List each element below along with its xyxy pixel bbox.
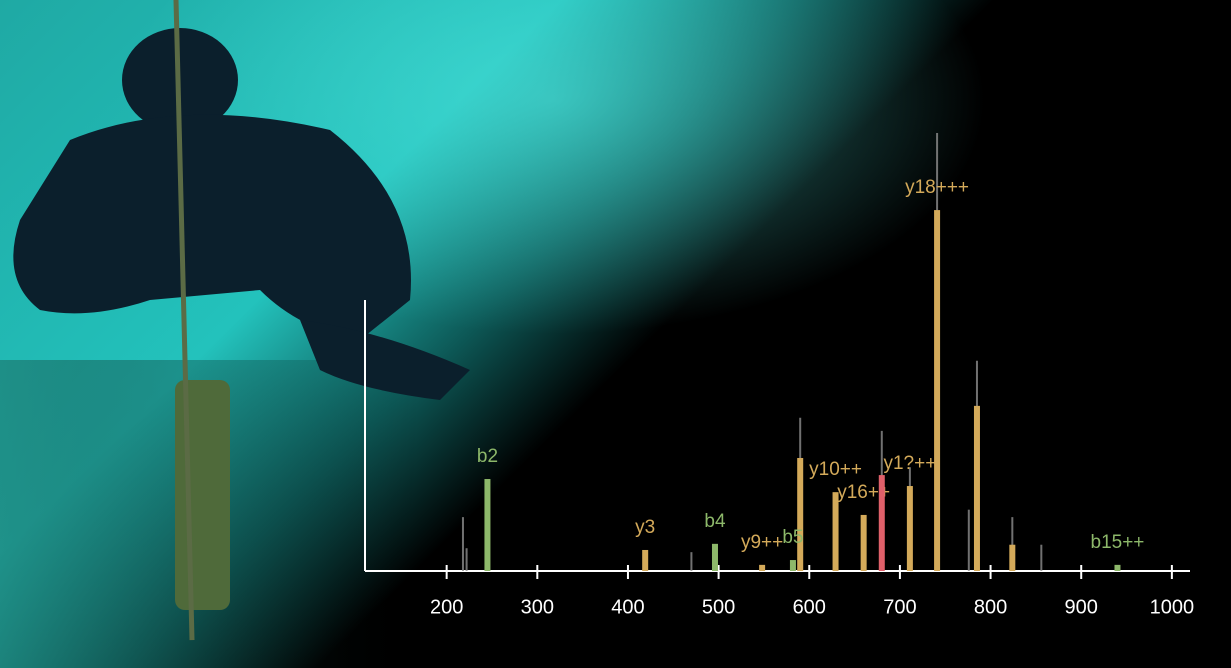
peak-label: b15++ xyxy=(1091,532,1145,553)
rope xyxy=(173,0,195,641)
peak-label: y9++ xyxy=(741,532,783,553)
x-tick-label: 200 xyxy=(430,596,463,618)
peak-bar xyxy=(878,475,885,571)
peak-label: b5 xyxy=(782,527,803,548)
peak-bar xyxy=(973,405,980,571)
x-tick-label: 900 xyxy=(1065,596,1098,618)
peak-bar xyxy=(759,564,766,571)
x-tick-label: 800 xyxy=(974,596,1007,618)
x-tick-label: 500 xyxy=(702,596,735,618)
x-tick-label: 600 xyxy=(793,596,826,618)
peak-label: y18+++ xyxy=(905,177,969,198)
peak-label: b4 xyxy=(704,511,726,532)
peak-label: b2 xyxy=(477,446,498,467)
peak-bar xyxy=(789,560,796,571)
peak-bar xyxy=(484,479,491,571)
peak-bar xyxy=(1009,544,1016,571)
peak-bar xyxy=(934,210,941,571)
peak-bar xyxy=(832,492,839,571)
x-tick-label: 700 xyxy=(883,596,916,618)
x-tick-label: 400 xyxy=(611,596,644,618)
x-tick-label: 1000 xyxy=(1150,596,1195,618)
peak-label: y10++ xyxy=(809,459,862,480)
peak-label: y3 xyxy=(635,517,655,538)
x-tick-label: 300 xyxy=(521,596,554,618)
peak-bar xyxy=(642,549,649,571)
peak-label: y16++ xyxy=(837,482,890,503)
peak-bar xyxy=(797,457,804,571)
peak-bar xyxy=(906,486,913,571)
peak-bar xyxy=(860,514,867,571)
peak-bar xyxy=(711,543,718,571)
peak-bar xyxy=(1114,564,1121,571)
peak-label: y1?++ xyxy=(883,453,936,474)
